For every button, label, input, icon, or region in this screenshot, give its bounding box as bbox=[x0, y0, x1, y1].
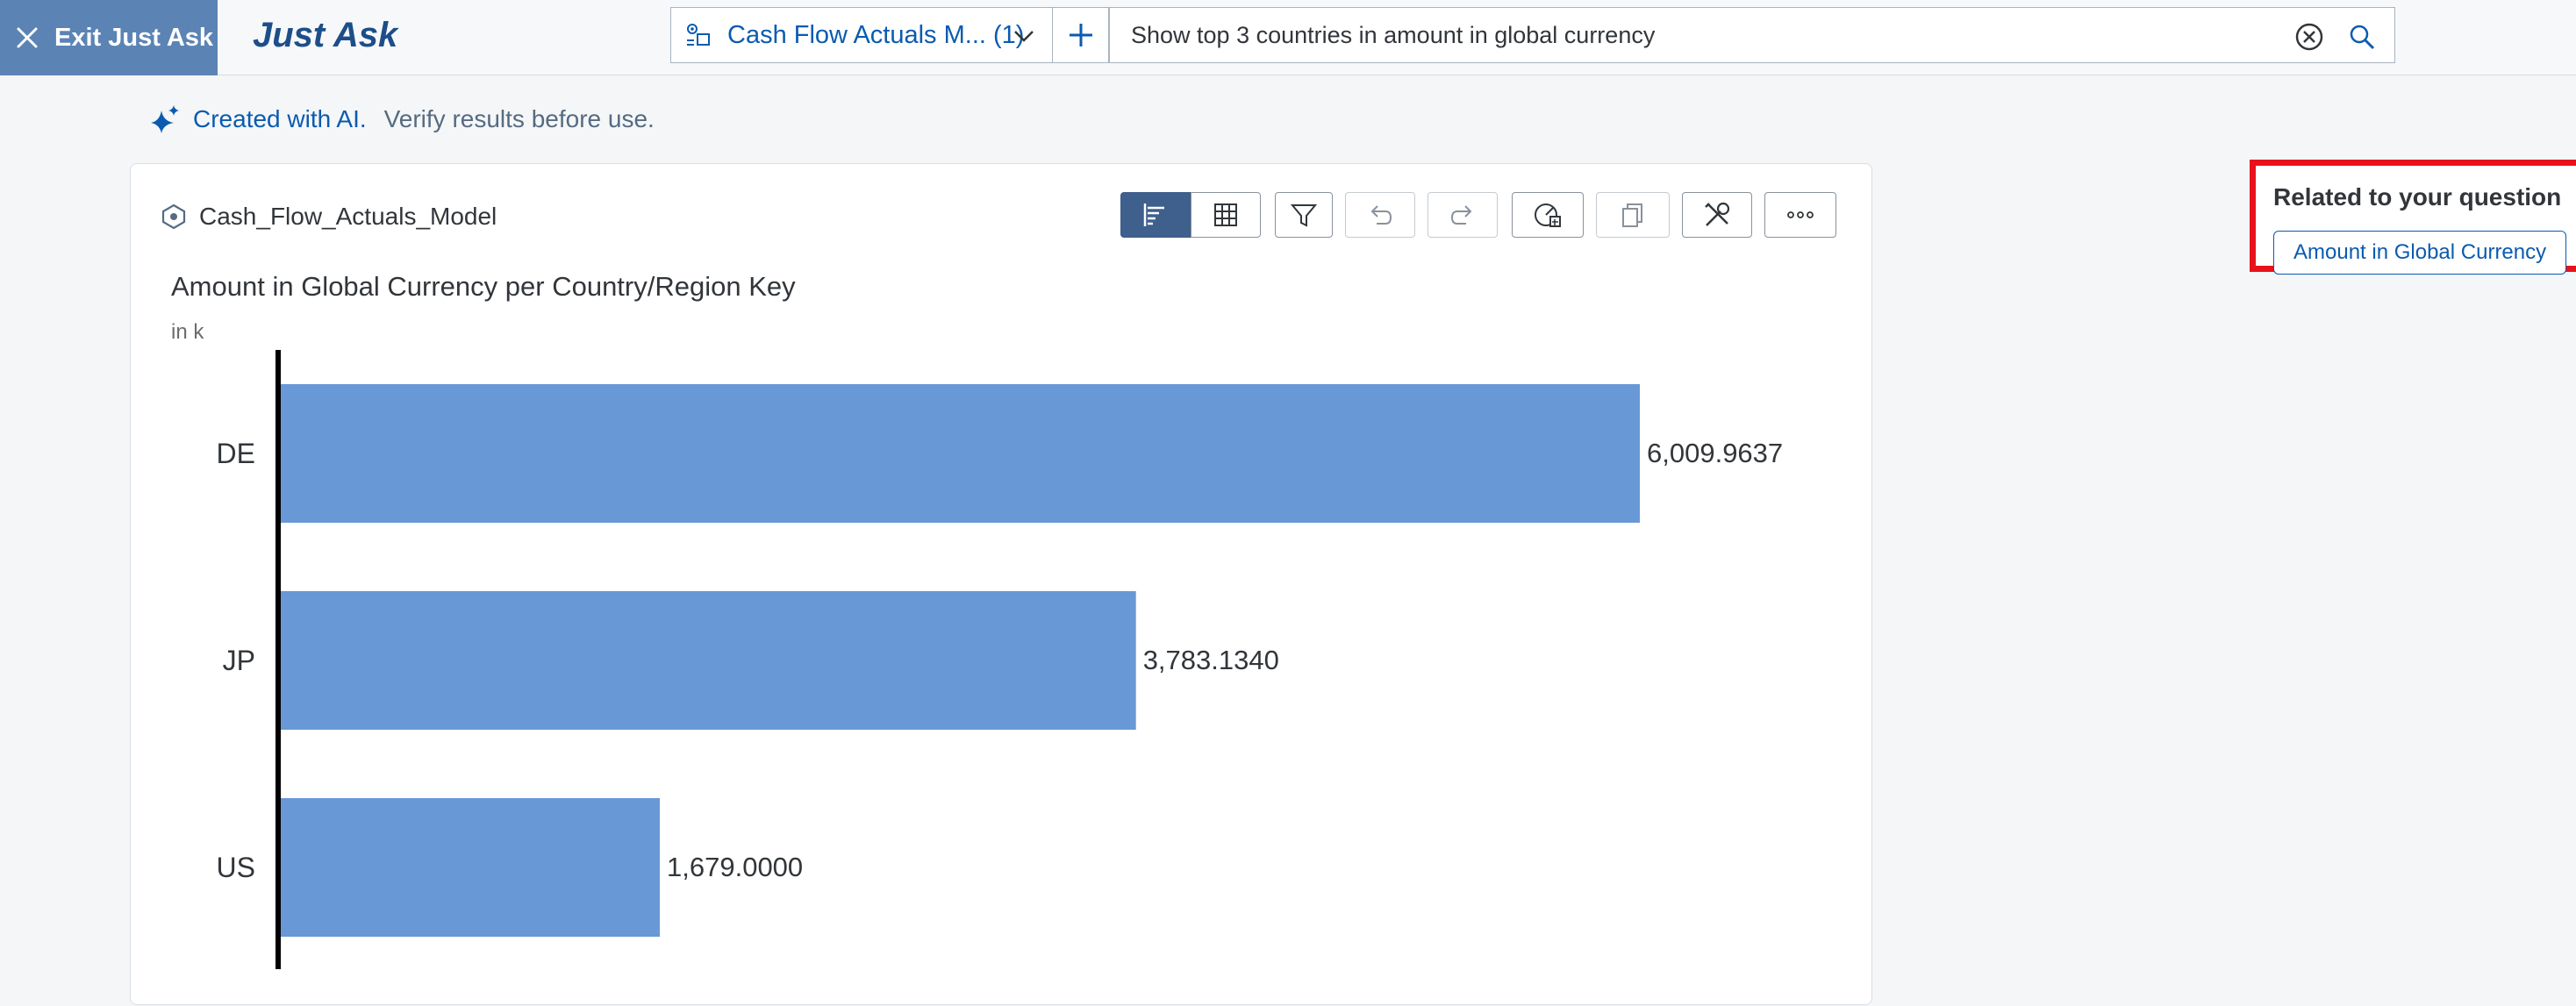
redo-button[interactable] bbox=[1428, 192, 1498, 238]
undo-button[interactable] bbox=[1345, 192, 1415, 238]
related-chip-amount[interactable]: Amount in Global Currency bbox=[2273, 231, 2567, 275]
redo-icon bbox=[1450, 205, 1472, 225]
chevron-down-icon bbox=[1014, 31, 1034, 42]
value-label-us: 1,679.0000 bbox=[667, 852, 803, 882]
chart-view-button[interactable] bbox=[1120, 192, 1191, 238]
app-title: Just Ask bbox=[253, 16, 398, 54]
search-box bbox=[1109, 7, 2395, 63]
model-icon bbox=[687, 24, 710, 46]
related-title: Related to your question bbox=[2273, 183, 2562, 210]
bar-de bbox=[280, 384, 1640, 523]
search-icon[interactable] bbox=[2347, 22, 2377, 52]
model-name: Cash_Flow_Actuals_Model bbox=[199, 203, 497, 230]
clear-icon[interactable] bbox=[2294, 22, 2324, 52]
tools-button[interactable] bbox=[1682, 192, 1752, 238]
exit-label: Exit Just Ask bbox=[54, 23, 214, 52]
exit-just-ask-button[interactable]: Exit Just Ask bbox=[0, 0, 218, 75]
filter-button[interactable] bbox=[1275, 192, 1333, 238]
top-bar: Exit Just Ask Just Ask Cash Flow Actuals… bbox=[0, 0, 2576, 75]
chart-view-icon bbox=[1143, 203, 1164, 226]
bar-jp bbox=[280, 591, 1136, 730]
model-select-label: Cash Flow Actuals M... (1) bbox=[727, 20, 1025, 49]
bar-us bbox=[280, 798, 661, 937]
category-label-jp: JP bbox=[223, 645, 255, 676]
filter-icon bbox=[1290, 204, 1318, 227]
card-header: Cash_Flow_Actuals_Model bbox=[161, 203, 497, 231]
undo-icon bbox=[1370, 205, 1392, 225]
category-label-de: DE bbox=[217, 438, 255, 469]
category-label-us: US bbox=[217, 852, 255, 883]
more-button[interactable] bbox=[1764, 192, 1836, 238]
chart-title: Amount in Global Currency per Country/Re… bbox=[171, 271, 796, 302]
plus-icon bbox=[1069, 24, 1092, 46]
chart-card: Cash_Flow_Actuals_Model bbox=[130, 163, 1872, 1005]
more-icon bbox=[1787, 211, 1814, 218]
table-view-icon bbox=[1214, 203, 1237, 226]
ai-note-label: Created with AI. bbox=[193, 105, 367, 132]
related-panel: Related to your question Amount in Globa… bbox=[2250, 160, 2576, 275]
model-cube-icon bbox=[161, 203, 186, 230]
bar-chart: DE 6,009.9637 JP 3,783.1340 US 1,679.0000 bbox=[217, 350, 1783, 969]
value-label-jp: 3,783.1340 bbox=[1143, 645, 1279, 675]
add-button[interactable] bbox=[1053, 7, 1109, 63]
chart-unit: in k bbox=[171, 320, 204, 344]
copy-icon bbox=[1622, 203, 1642, 227]
copy-button[interactable] bbox=[1596, 192, 1670, 238]
ai-note-verify: Verify results before use. bbox=[383, 105, 655, 132]
model-select[interactable]: Cash Flow Actuals M... (1) bbox=[670, 7, 1053, 63]
search-input[interactable] bbox=[1110, 9, 2250, 61]
close-icon bbox=[17, 27, 38, 48]
table-view-button[interactable] bbox=[1191, 192, 1261, 238]
value-label-de: 6,009.9637 bbox=[1647, 438, 1783, 468]
tools-icon bbox=[1705, 202, 1730, 226]
ai-sparkle-icon bbox=[151, 105, 179, 133]
explore-icon bbox=[1535, 203, 1561, 227]
explore-button[interactable] bbox=[1512, 192, 1584, 238]
ai-note: Created with AI. Verify results before u… bbox=[149, 103, 655, 135]
